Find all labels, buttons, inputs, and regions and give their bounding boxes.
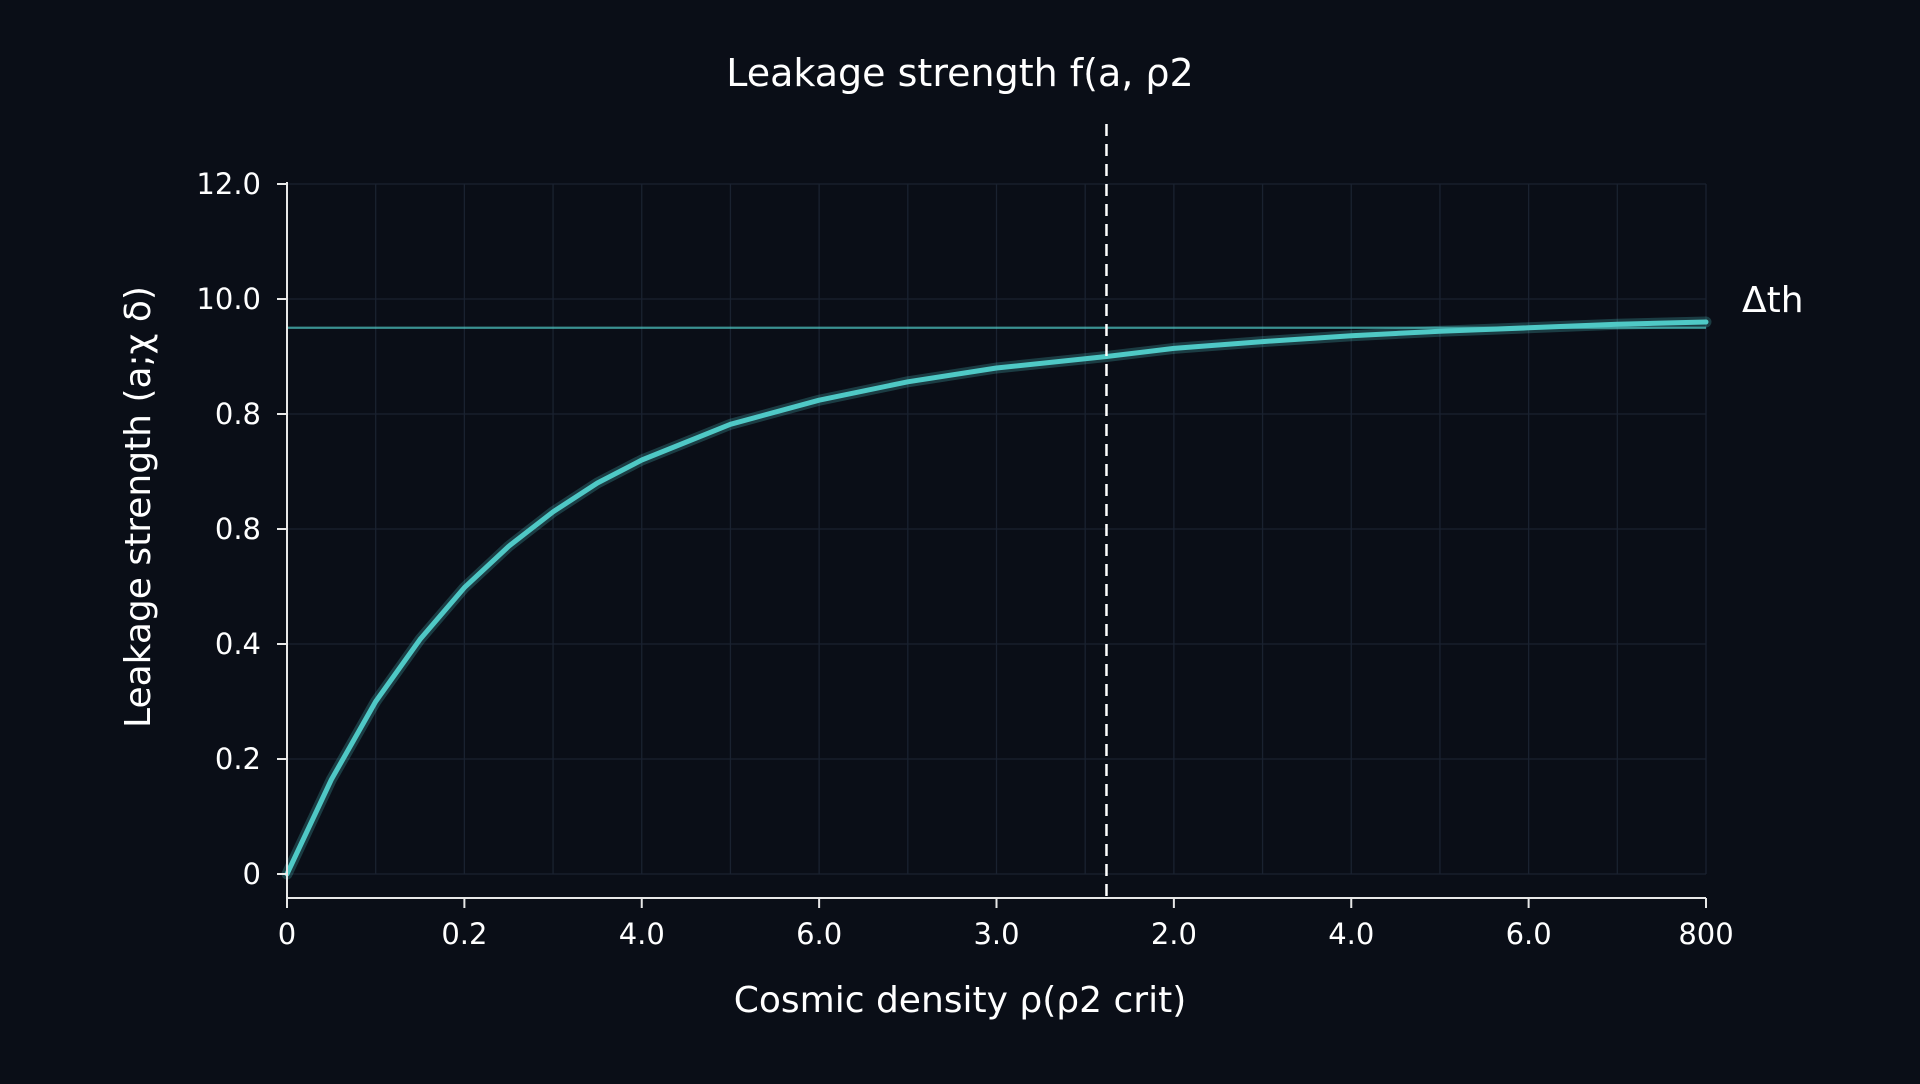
data-point — [1172, 346, 1176, 350]
data-point — [507, 544, 511, 548]
series-line — [284, 319, 1709, 877]
y-tick-label: 0.8 — [215, 512, 261, 546]
x-tick-label: 4.0 — [1328, 917, 1374, 951]
data-point — [1438, 329, 1442, 333]
data-point — [1704, 320, 1708, 324]
y-tick-label: 0.8 — [215, 397, 261, 431]
x-tick-label: 6.0 — [796, 917, 842, 951]
x-axis-title: Cosmic density ρ(ρ2 crit) — [734, 980, 1187, 1021]
data-point — [640, 458, 644, 462]
data-point — [418, 637, 422, 641]
data-point — [995, 366, 999, 370]
data-point — [1349, 334, 1353, 338]
y-tick-label: 10.0 — [196, 282, 261, 316]
chart-title: Leakage strength f(a, ρ2 — [726, 51, 1193, 95]
x-tick-label: 2.0 — [1151, 917, 1197, 951]
data-point — [1261, 340, 1265, 344]
x-tick-label: 6.0 — [1506, 917, 1552, 951]
data-point — [906, 380, 910, 384]
data-point — [595, 481, 599, 485]
y-tick-label: 0.4 — [215, 627, 261, 661]
data-point — [728, 422, 732, 426]
x-tick-label: 0 — [278, 917, 296, 951]
data-point — [374, 700, 378, 704]
x-tick-label: 0.2 — [441, 917, 487, 951]
data-point — [329, 778, 333, 782]
data-point — [1615, 322, 1619, 326]
series-group — [281, 316, 1712, 880]
threshold-label: Δth — [1742, 280, 1804, 321]
axes — [277, 182, 1707, 908]
data-point — [1527, 326, 1531, 330]
y-tick-label: 12.0 — [196, 167, 261, 201]
x-tick-label: 800 — [1678, 917, 1733, 951]
x-tick-label: 3.0 — [973, 917, 1019, 951]
tick-labels: 0 0.2 4.0 6.0 3.0 2.0 4.0 6.0 800 0 0.2 0.4 0.8 0.8 10… — [196, 167, 1733, 951]
x-tick-label: 4.0 — [619, 917, 665, 951]
grid — [286, 183, 1707, 875]
y-tick-label: 0 — [243, 857, 261, 891]
data-point — [462, 586, 466, 590]
data-point — [551, 510, 555, 514]
y-axis-title: Leakage strength (a;χ δ) — [118, 286, 159, 728]
data-point — [817, 398, 821, 402]
y-tick-label: 0.2 — [215, 742, 261, 776]
